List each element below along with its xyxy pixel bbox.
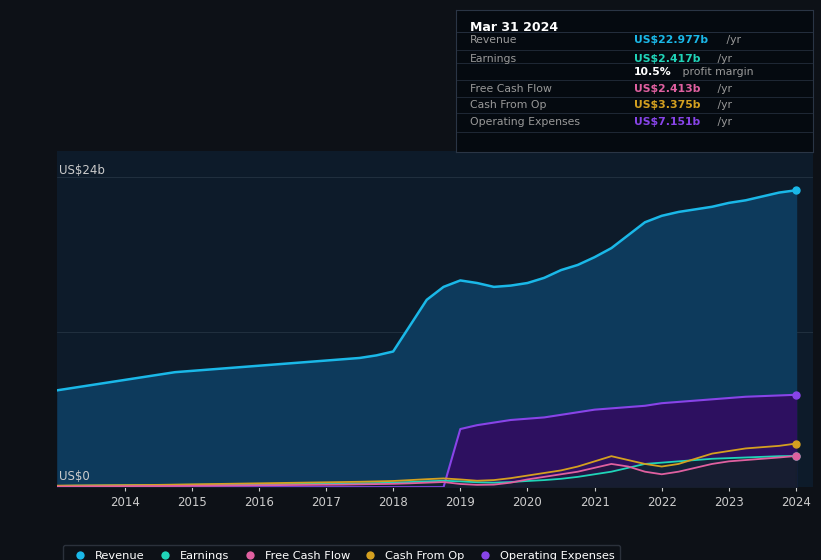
Text: Operating Expenses: Operating Expenses: [470, 116, 580, 127]
Text: Earnings: Earnings: [470, 54, 517, 64]
Text: US$3.375b: US$3.375b: [635, 100, 700, 110]
Text: US$0: US$0: [59, 470, 89, 483]
Text: US$22.977b: US$22.977b: [635, 35, 709, 45]
Text: /yr: /yr: [714, 54, 732, 64]
Text: US$24b: US$24b: [59, 164, 105, 177]
Text: profit margin: profit margin: [679, 67, 754, 77]
Text: US$7.151b: US$7.151b: [635, 116, 700, 127]
Text: US$2.417b: US$2.417b: [635, 54, 700, 64]
Legend: Revenue, Earnings, Free Cash Flow, Cash From Op, Operating Expenses: Revenue, Earnings, Free Cash Flow, Cash …: [63, 545, 621, 560]
Text: Cash From Op: Cash From Op: [470, 100, 547, 110]
Text: 10.5%: 10.5%: [635, 67, 672, 77]
Text: /yr: /yr: [714, 116, 732, 127]
Text: Mar 31 2024: Mar 31 2024: [470, 21, 558, 34]
Text: /yr: /yr: [714, 84, 732, 94]
Text: /yr: /yr: [723, 35, 741, 45]
Text: US$2.413b: US$2.413b: [635, 84, 700, 94]
Text: Free Cash Flow: Free Cash Flow: [470, 84, 552, 94]
Text: Revenue: Revenue: [470, 35, 517, 45]
Text: /yr: /yr: [714, 100, 732, 110]
